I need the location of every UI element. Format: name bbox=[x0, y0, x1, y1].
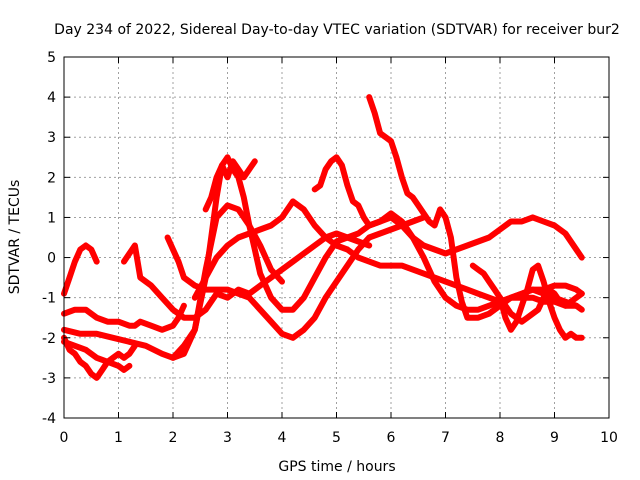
y-tick-label: 2 bbox=[47, 170, 56, 186]
y-tick-label: -2 bbox=[42, 331, 56, 347]
x-tick-label: 5 bbox=[332, 430, 341, 446]
y-tick-label: 5 bbox=[47, 50, 56, 66]
series-s13 bbox=[469, 262, 585, 341]
x-tick-label: 10 bbox=[600, 430, 618, 446]
series-s4 bbox=[61, 338, 133, 373]
tick-layer: 0 1 2 3 4 5 6 7 8 9 10 -4 -3 -2 -1 0 1 2 3 4 5 bbox=[42, 50, 618, 446]
x-tick-label: 9 bbox=[550, 430, 559, 446]
x-axis-label: GPS time / hours bbox=[278, 459, 395, 475]
series-s14 bbox=[497, 286, 585, 325]
x-tick-label: 8 bbox=[496, 430, 505, 446]
x-tick-label: 1 bbox=[114, 430, 123, 446]
y-tick-label: -3 bbox=[42, 371, 56, 387]
series-layer bbox=[61, 94, 585, 381]
y-axis-label: SDTVAR / TECUs bbox=[7, 180, 23, 295]
series-s1 bbox=[61, 242, 100, 297]
y-tick-label: 3 bbox=[47, 130, 56, 146]
chart-title: Day 234 of 2022, Sidereal Day-to-day VTE… bbox=[54, 22, 620, 38]
y-tick-label: 4 bbox=[47, 90, 56, 106]
series-s12 bbox=[366, 94, 585, 321]
series-s7 bbox=[164, 214, 427, 341]
x-tick-label: 3 bbox=[223, 430, 232, 446]
series-s2 bbox=[61, 302, 187, 333]
x-tick-label: 0 bbox=[60, 430, 69, 446]
y-tick-label: 1 bbox=[47, 210, 56, 226]
x-tick-label: 2 bbox=[169, 430, 178, 446]
x-tick-label: 4 bbox=[278, 430, 287, 446]
y-tick-label: -1 bbox=[42, 291, 56, 307]
x-tick-label: 6 bbox=[387, 430, 396, 446]
x-tick-label: 7 bbox=[441, 430, 450, 446]
series-s3 bbox=[61, 334, 138, 381]
grid-layer bbox=[64, 57, 609, 418]
y-tick-label: -4 bbox=[42, 411, 56, 427]
y-tick-label: 0 bbox=[47, 251, 56, 267]
